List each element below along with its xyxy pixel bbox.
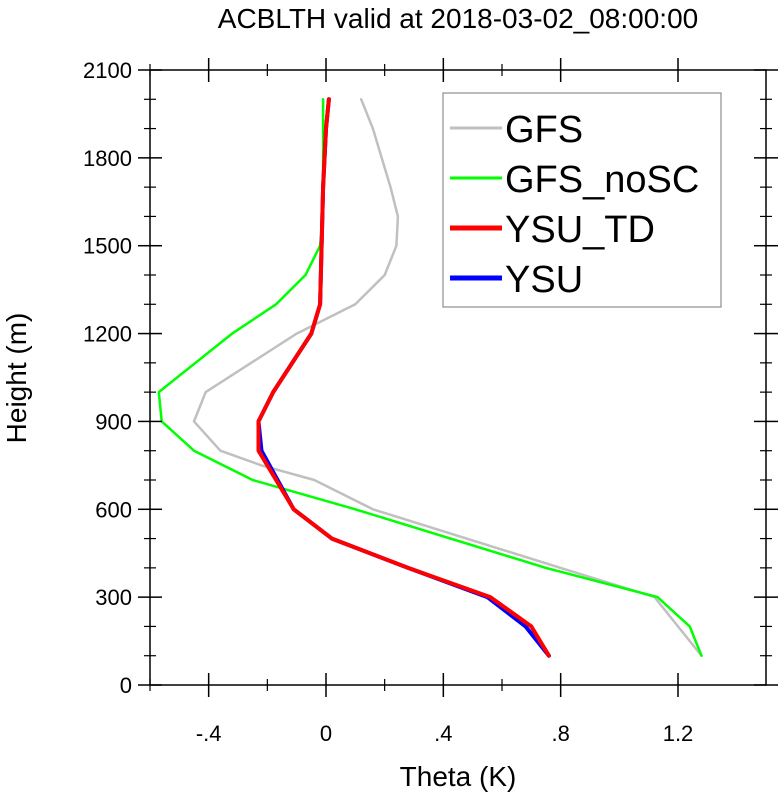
y-tick-label: 1200: [83, 322, 132, 347]
y-tick-label: 300: [95, 585, 132, 610]
y-tick-label: 1800: [83, 146, 132, 171]
y-tick-label: 0: [120, 673, 132, 698]
legend-label-gfs-nosc: GFS_noSC: [505, 159, 699, 201]
plot-frame: [149, 69, 767, 686]
x-tick-label: -.4: [196, 721, 222, 746]
legend: GFS GFS_noSC YSU_TD YSU: [442, 92, 722, 308]
x-tick-label: 0: [320, 721, 332, 746]
y-tick-label: 600: [95, 497, 132, 522]
tick-layer: 0 300 600 900 1200 1500 1800 2100 -.4 0 .4 .8 1.2: [83, 58, 778, 746]
y-tick-label: 2100: [83, 58, 132, 83]
chart-title: ACBLTH valid at 2018-03-02_08:00:00: [218, 3, 698, 34]
legend-label-gfs: GFS: [505, 109, 583, 151]
y-axis-title: Height (m): [1, 313, 32, 444]
x-tick-label: 1.2: [663, 721, 694, 746]
series-line-ysu-td: [256, 97, 551, 658]
y-tick-label: 900: [95, 409, 132, 434]
series-layer: [157, 97, 703, 658]
x-tick-label: .4: [434, 721, 452, 746]
x-axis-title: Theta (K): [400, 761, 517, 792]
legend-label-ysu-td: YSU_TD: [505, 209, 655, 251]
x-tick-label: .8: [551, 721, 569, 746]
y-tick-label: 1500: [83, 234, 132, 259]
legend-label-ysu: YSU: [505, 259, 583, 301]
series-line-gfs: [192, 98, 703, 657]
